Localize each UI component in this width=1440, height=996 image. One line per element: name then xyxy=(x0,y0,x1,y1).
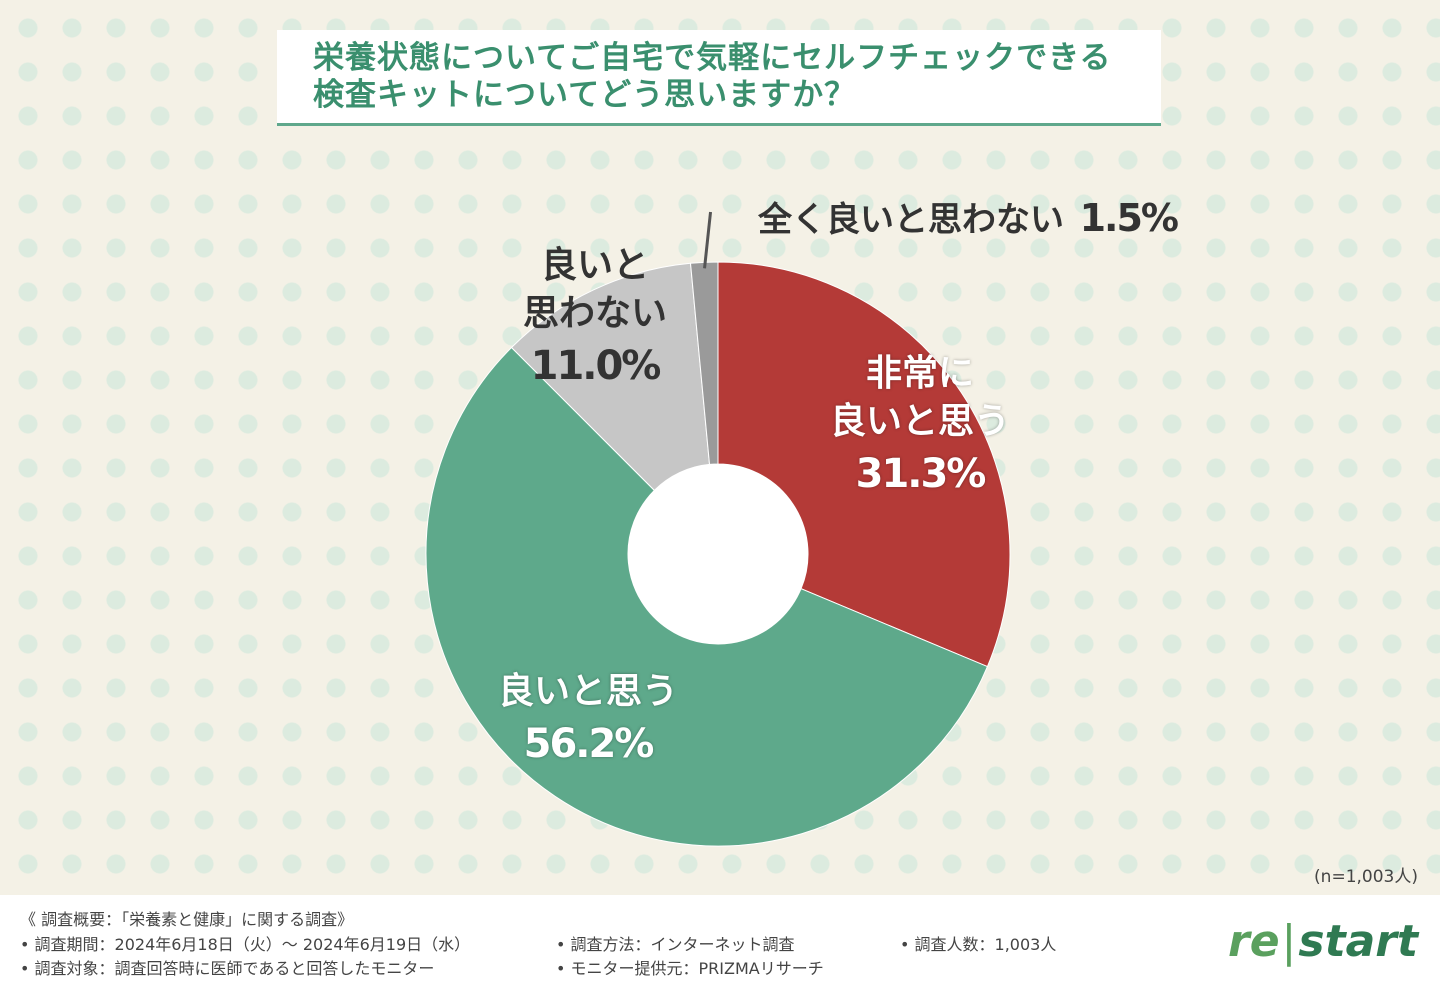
slice-label-very-good-line1: 非常に xyxy=(865,353,974,394)
slice-label-not-good-at-all: 全く良いと思わない 1.5% xyxy=(758,188,1179,250)
slice-label-not-good-line1: 良いと xyxy=(540,245,649,286)
survey-method: • 調査方法：インターネット調査 xyxy=(556,935,795,954)
slice-value-good: 56.2% xyxy=(523,721,655,767)
survey-period: • 調査期間：2024年6月18日（火）～ 2024年6月19日（水） xyxy=(20,935,471,954)
title-line-1: 栄養状態についてご自宅で気軽にセルフチェックできる xyxy=(313,40,1112,76)
slice-label-very-good-line2: 良いと思う xyxy=(829,401,1010,442)
title-line-2: 検査キットについてどう思いますか？ xyxy=(313,77,857,113)
survey-target: • 調査対象：調査回答時に医師であると回答したモニター xyxy=(20,959,435,978)
survey-footer xyxy=(0,895,1440,996)
restart-logo: re|start xyxy=(1228,914,1418,970)
slice-label-not-good-at-all-text: 全く良いと思わない xyxy=(758,200,1064,240)
slice-value-not-good: 11.0% xyxy=(530,343,662,389)
slice-label-not-good-line2: 思わない xyxy=(522,293,667,334)
logo-text-start: start xyxy=(1298,916,1419,967)
slice-label-very-good: 非常に 良いと思う 31.3% xyxy=(810,350,1030,502)
logo-separator: | xyxy=(1281,916,1297,967)
sample-size: (n=1,003人) xyxy=(1314,867,1418,887)
donut-hole xyxy=(628,464,808,644)
logo-text-re: re xyxy=(1228,916,1280,967)
survey-overview: 《 調査概要：「栄養素と健康」に関する調査》 xyxy=(20,910,354,929)
survey-provider: • モニター提供元：PRIZMAリサーチ xyxy=(556,959,824,978)
slice-value-not-good-at-all: 1.5% xyxy=(1079,196,1179,240)
slice-label-good-line1: 良いと思う xyxy=(497,671,678,712)
question-title-box: 栄養状態についてご自宅で気軽にセルフチェックできる 検査キットについてどう思いま… xyxy=(277,30,1161,126)
slice-value-very-good: 31.3% xyxy=(855,451,987,497)
survey-count: • 調査人数：1,003人 xyxy=(900,935,1057,954)
leader-line-1.5 xyxy=(703,211,713,269)
slice-label-good: 良いと思う 56.2% xyxy=(478,668,698,772)
slice-label-not-good: 良いと 思わない 11.0% xyxy=(510,242,680,394)
